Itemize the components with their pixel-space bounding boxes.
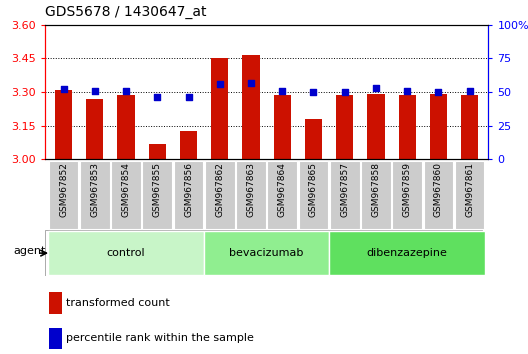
- Point: [372, 85, 380, 91]
- Text: percentile rank within the sample: percentile rank within the sample: [66, 333, 254, 343]
- Point: [184, 95, 193, 100]
- Bar: [49, 292, 62, 314]
- Bar: [455, 161, 485, 229]
- Text: GSM967864: GSM967864: [278, 162, 287, 217]
- Point: [309, 89, 318, 95]
- Text: GDS5678 / 1430647_at: GDS5678 / 1430647_at: [45, 5, 206, 19]
- Point: [247, 80, 255, 85]
- Point: [215, 81, 224, 87]
- Text: GSM967860: GSM967860: [434, 162, 443, 217]
- Bar: [55, 90, 72, 159]
- Bar: [367, 94, 384, 159]
- Text: GSM967865: GSM967865: [309, 162, 318, 217]
- Point: [59, 86, 68, 92]
- Bar: [48, 231, 204, 275]
- Text: GSM967854: GSM967854: [121, 162, 130, 217]
- Bar: [111, 161, 141, 229]
- Bar: [49, 161, 79, 229]
- Point: [466, 88, 474, 93]
- Text: GSM967853: GSM967853: [90, 162, 99, 217]
- Point: [91, 88, 99, 93]
- Bar: [204, 231, 329, 275]
- Bar: [174, 161, 203, 229]
- Bar: [118, 96, 135, 159]
- Bar: [180, 131, 197, 159]
- Text: GSM967852: GSM967852: [59, 162, 68, 217]
- Point: [403, 88, 411, 93]
- Bar: [236, 161, 266, 229]
- Text: GSM967863: GSM967863: [247, 162, 256, 217]
- Bar: [461, 96, 478, 159]
- Text: dibenzazepine: dibenzazepine: [367, 248, 448, 258]
- Bar: [143, 161, 172, 229]
- Bar: [392, 161, 422, 229]
- Text: GSM967861: GSM967861: [465, 162, 474, 217]
- Bar: [336, 96, 353, 159]
- Bar: [211, 58, 229, 159]
- Text: GSM967857: GSM967857: [340, 162, 349, 217]
- Bar: [330, 161, 360, 229]
- Bar: [267, 161, 297, 229]
- Bar: [361, 161, 391, 229]
- Text: transformed count: transformed count: [66, 298, 170, 308]
- Point: [278, 88, 287, 93]
- Bar: [86, 99, 103, 159]
- Text: bevacizumab: bevacizumab: [230, 248, 304, 258]
- Bar: [149, 144, 166, 159]
- Text: GSM967858: GSM967858: [372, 162, 381, 217]
- Bar: [430, 94, 447, 159]
- Bar: [242, 55, 260, 159]
- Bar: [329, 231, 485, 275]
- Text: GSM967855: GSM967855: [153, 162, 162, 217]
- Point: [341, 89, 349, 95]
- Text: control: control: [107, 248, 145, 258]
- Bar: [80, 161, 110, 229]
- Text: agent: agent: [14, 246, 46, 256]
- Text: GSM967859: GSM967859: [403, 162, 412, 217]
- Bar: [274, 96, 291, 159]
- Bar: [205, 161, 234, 229]
- Text: GSM967862: GSM967862: [215, 162, 224, 217]
- Point: [153, 95, 162, 100]
- Bar: [305, 119, 322, 159]
- Bar: [423, 161, 453, 229]
- Point: [122, 88, 130, 93]
- Bar: [49, 328, 62, 349]
- Text: GSM967856: GSM967856: [184, 162, 193, 217]
- Bar: [299, 161, 328, 229]
- Bar: [399, 96, 416, 159]
- Point: [434, 89, 442, 95]
